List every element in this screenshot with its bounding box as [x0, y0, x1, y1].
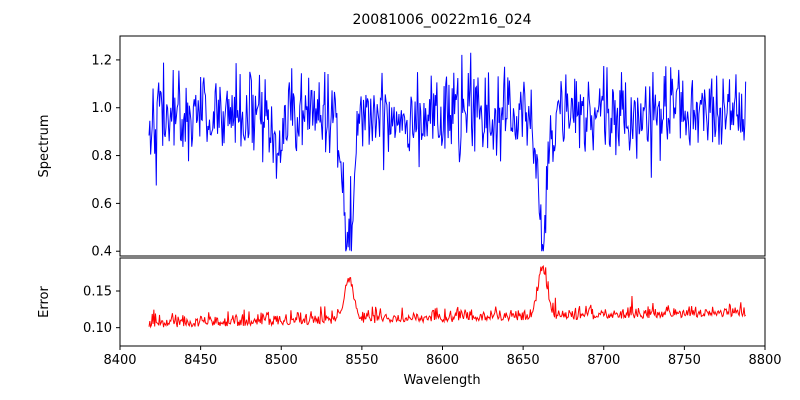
x-tick-label: 8400 [103, 353, 136, 368]
x-tick-label: 8750 [668, 353, 701, 368]
spectrum-y-tick-label: 1.0 [91, 101, 112, 116]
spectrum-ylabel: Spectrum [37, 115, 52, 178]
x-tick-label: 8600 [426, 353, 459, 368]
error-panel-frame [119, 257, 766, 347]
axes-layer [116, 35, 766, 350]
x-tick-label: 8800 [748, 353, 781, 368]
series-layer [148, 52, 747, 329]
error-y-tick-label: 0.10 [83, 321, 112, 336]
chart-title: 20081006_0022m16_024 [352, 12, 531, 28]
x-tick-label: 8700 [587, 353, 620, 368]
spectrum-panel-frame [119, 35, 766, 257]
error-ylabel: Error [37, 286, 52, 318]
error-y-tick-label: 0.15 [83, 285, 112, 300]
spectrum-line [148, 52, 747, 252]
tick-labels: 0.4 0.6 0.8 1.0 1.2 0.10 0.15 8400 8450 8500 8550 8… [83, 53, 782, 368]
spectrum-y-tick-label: 0.4 [91, 245, 112, 260]
spectrum-y-tick-label: 0.6 [91, 197, 112, 212]
x-axis-label: Wavelength [403, 373, 480, 388]
x-tick-label: 8500 [265, 353, 298, 368]
error-line [148, 264, 746, 329]
x-tick-label: 8550 [345, 353, 378, 368]
x-tick-label: 8650 [507, 353, 540, 368]
x-tick-label: 8450 [184, 353, 217, 368]
spectrum-y-tick-label: 0.8 [91, 149, 112, 164]
spectrum-y-tick-label: 1.2 [91, 53, 112, 68]
